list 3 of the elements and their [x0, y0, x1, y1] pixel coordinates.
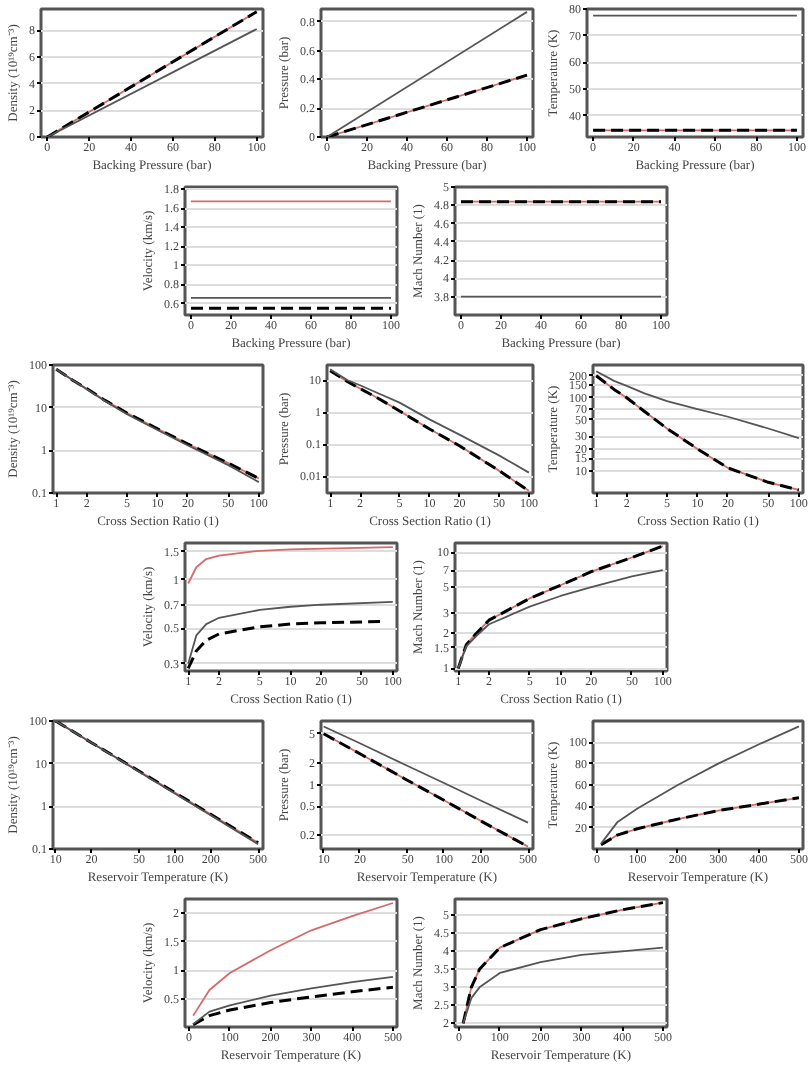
line-series: [600, 725, 800, 845]
line-series: [191, 985, 395, 1027]
line-series: [192, 902, 394, 1017]
